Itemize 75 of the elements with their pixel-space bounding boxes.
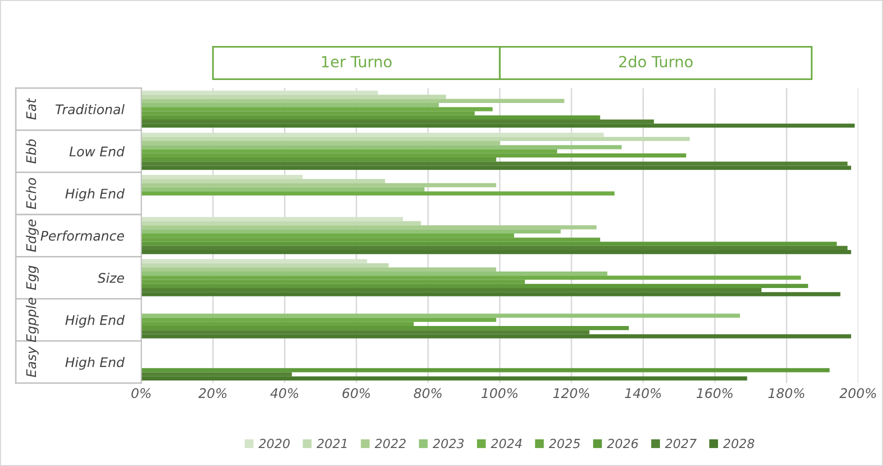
x-tick-label: 160% [696, 388, 733, 398]
legend-label: 2024 [490, 438, 522, 448]
bar [141, 174, 303, 179]
x-tick-label: 120% [553, 388, 590, 398]
text: Edge [26, 220, 39, 252]
legend-label: 2020 [258, 438, 290, 448]
bar [141, 368, 830, 372]
bar [141, 140, 500, 146]
x-tick-label: 40% [270, 388, 298, 398]
bar [141, 326, 629, 330]
text: Easy [26, 346, 39, 378]
y-tick-label: Performance [40, 230, 124, 241]
bar [141, 162, 848, 166]
bar [141, 166, 852, 170]
bar [141, 318, 496, 322]
x-tick-label: 80% [414, 388, 442, 398]
bar [141, 191, 614, 196]
y-tick-label: Low End [69, 146, 125, 156]
bar [141, 284, 808, 288]
bar [141, 145, 622, 150]
bar [141, 179, 386, 184]
bar [141, 124, 855, 128]
y-tick-label: High End [65, 356, 125, 370]
legend-label: 2022 [374, 438, 406, 448]
y-tick-label: High End [65, 188, 125, 202]
text: 2do Turno [619, 56, 693, 68]
x-tick-label: 20% [198, 388, 226, 398]
bar [141, 132, 604, 137]
legend-label: 2023 [432, 438, 464, 448]
bar [141, 90, 378, 95]
legend-label: 2025 [548, 438, 580, 448]
x-tick-label: 200% [839, 388, 876, 398]
y-tick-label: High End [65, 314, 125, 328]
text: 1er Turno [322, 56, 392, 68]
bar [141, 334, 852, 338]
bar [141, 272, 608, 276]
y-tick-label: Size [98, 272, 124, 283]
bar [141, 153, 686, 158]
bar [141, 225, 597, 230]
bar [141, 229, 561, 234]
text: Echo [26, 178, 36, 210]
bar [141, 259, 368, 264]
text: Eat [26, 98, 36, 120]
y-tick-label: Traditional [56, 104, 125, 114]
legend-label: 2026 [606, 438, 638, 448]
x-tick-label: 100% [482, 388, 518, 398]
bar [141, 246, 848, 250]
text: Egpple [26, 298, 39, 342]
bar [141, 221, 421, 226]
bar [141, 267, 496, 272]
bar [141, 115, 600, 120]
bar [141, 217, 403, 222]
bar [141, 242, 837, 246]
bar [141, 314, 740, 318]
bar [141, 98, 564, 103]
bar [141, 376, 748, 381]
x-tick-label: 180% [768, 388, 804, 398]
legend-label: 2028 [723, 438, 754, 448]
bar [141, 187, 424, 192]
x-tick-label: 60% [342, 388, 370, 398]
bar [141, 263, 389, 268]
legend-label: 2021 [316, 438, 346, 448]
bar [141, 136, 690, 141]
text: Egg [26, 266, 39, 290]
bar [141, 183, 496, 188]
bar [141, 276, 801, 280]
legend-label: 2027 [664, 438, 697, 448]
x-tick-label: 140% [624, 388, 661, 398]
bar [141, 94, 446, 99]
bar [141, 250, 852, 254]
bar [141, 292, 840, 296]
bar [141, 107, 493, 112]
text: Ebb [26, 139, 36, 164]
x-tick-label: 0% [131, 388, 151, 398]
bar [141, 102, 439, 108]
